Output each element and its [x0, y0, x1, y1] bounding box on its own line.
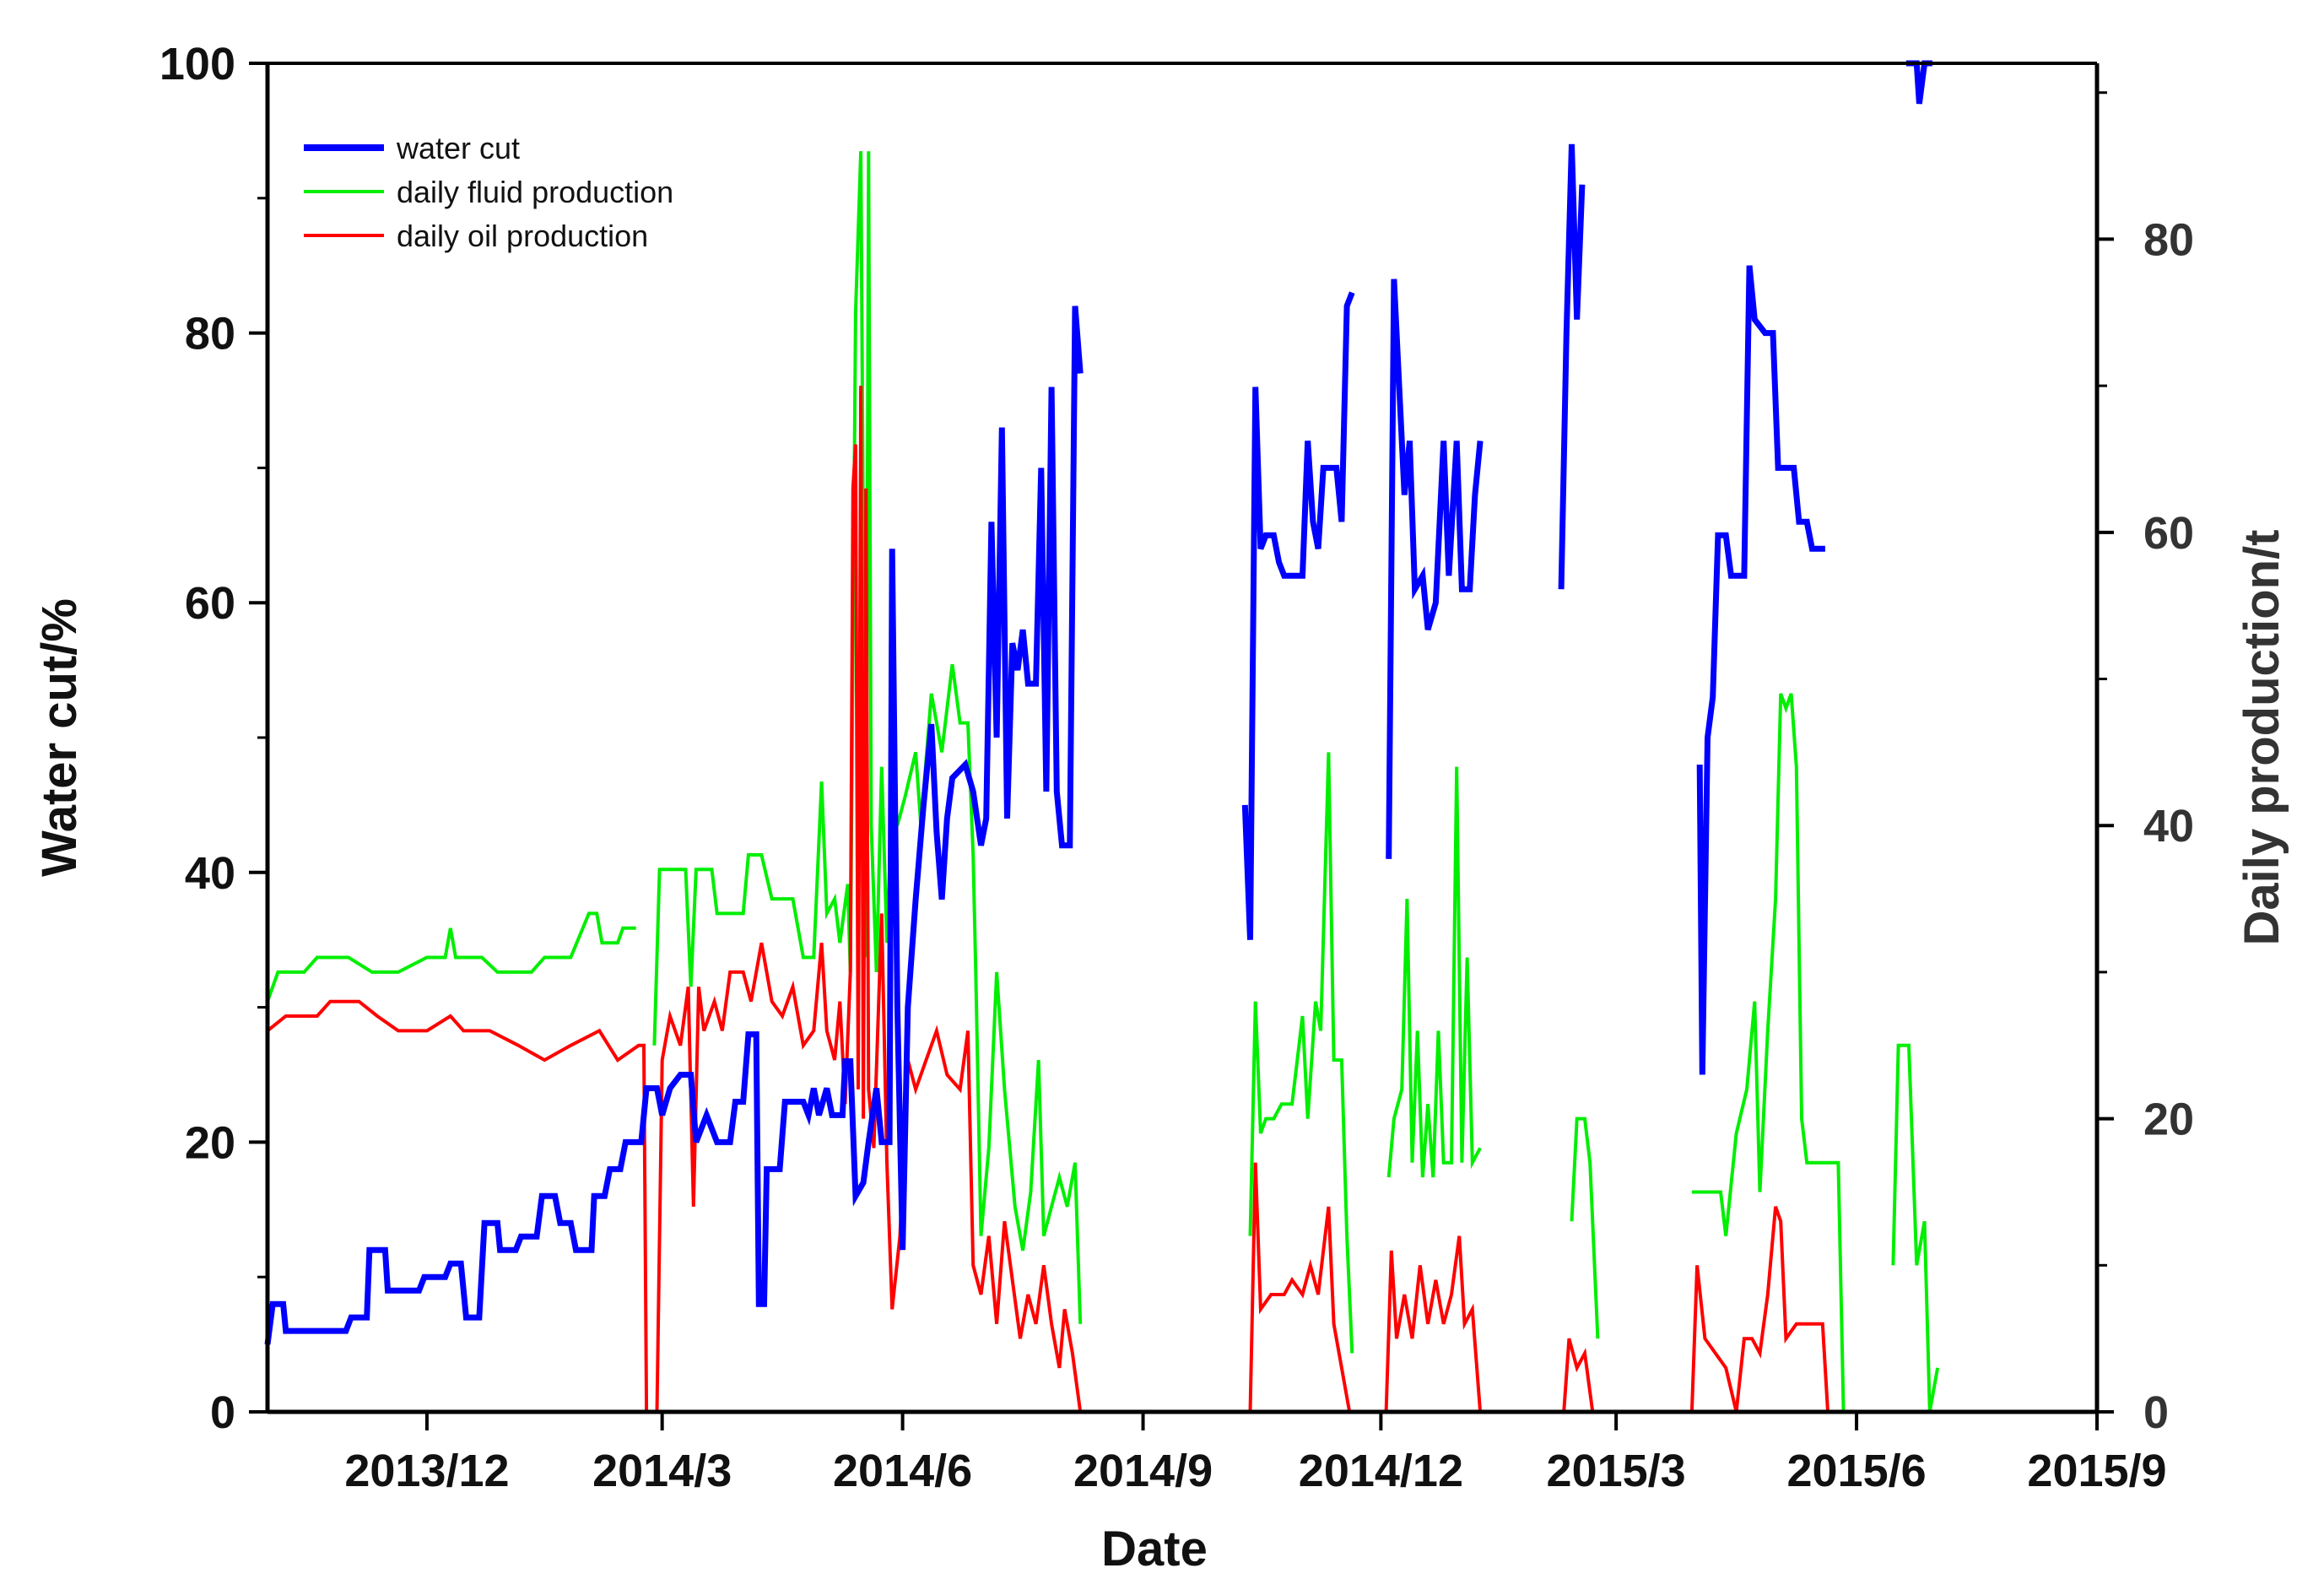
left-tick-label-80: 80: [185, 309, 235, 360]
x-tick-label-2014-12: 2014/12: [1299, 1446, 1463, 1496]
left-y-ticks: 0 20 40 60 80 100: [159, 39, 268, 1438]
legend-label-water-cut: water cut: [396, 131, 520, 165]
x-tick-label-2013-12: 2013/12: [344, 1446, 509, 1496]
legend: water cut daily fluid production daily o…: [304, 131, 673, 253]
series-daily-fluid-production-segment-6: [1691, 693, 1846, 1413]
x-tick-label-2014-3: 2014/3: [592, 1446, 732, 1496]
series-water-cut-segment-2: [1241, 291, 1355, 940]
left-axis-title: Water cut/%: [32, 598, 87, 877]
series-daily-fluid-production-segment-5: [1570, 1116, 1600, 1339]
series-daily-oil-production-segment-1: [266, 386, 1935, 1414]
series-daily-fluid-production-segment-1: [266, 911, 636, 1003]
right-tick-label-20: 20: [2143, 1095, 2194, 1145]
left-tick-label-60: 60: [185, 578, 235, 629]
series-daily-fluid-production-segment-3: [1248, 752, 1354, 1354]
left-tick-label-40: 40: [185, 848, 235, 899]
series-water-cut-segment-5: [1696, 265, 1825, 1075]
series-water-cut-segment-3: [1386, 278, 1484, 859]
left-tick-label-0: 0: [210, 1387, 235, 1438]
right-tick-label-60: 60: [2143, 508, 2194, 559]
series-daily-fluid-production-segment-4: [1386, 766, 1482, 1178]
left-tick-label-100: 100: [159, 39, 235, 89]
right-axis-title: Daily production/t: [2235, 530, 2289, 946]
x-axis-title: Date: [1101, 1522, 1208, 1576]
legend-label-daily-oil-production: daily oil production: [397, 219, 648, 253]
x-ticks: 2013/12 2014/3 2014/6 2014/9 2014/12 2015/3 20…: [344, 1412, 2167, 1496]
series-water-cut-segment-4: [1558, 143, 1586, 590]
left-tick-label-20: 20: [185, 1117, 235, 1168]
right-tick-label-80: 80: [2143, 214, 2194, 265]
x-tick-label-2015-6: 2015/6: [1786, 1446, 1926, 1496]
series-daily-fluid-production-segment-7: [1891, 1043, 1940, 1413]
series-water-cut-segment-6: [1905, 60, 1932, 105]
right-y-ticks: 0 20 40 60 80: [2097, 91, 2194, 1438]
x-tick-label-2015-3: 2015/3: [1547, 1446, 1686, 1496]
x-tick-label-2014-6: 2014/6: [833, 1446, 972, 1496]
x-tick-label-2015-9: 2015/9: [2027, 1446, 2166, 1496]
right-tick-label-40: 40: [2143, 801, 2194, 852]
series-water-cut-segment-1: [264, 305, 1084, 1345]
plot-lines: [264, 60, 1940, 1414]
x-tick-label-2014-9: 2014/9: [1073, 1446, 1213, 1496]
legend-label-daily-fluid-production: daily fluid production: [397, 175, 673, 209]
right-tick-label-0: 0: [2143, 1387, 2169, 1438]
series-daily-fluid-production-segment-2: [652, 151, 1083, 1324]
